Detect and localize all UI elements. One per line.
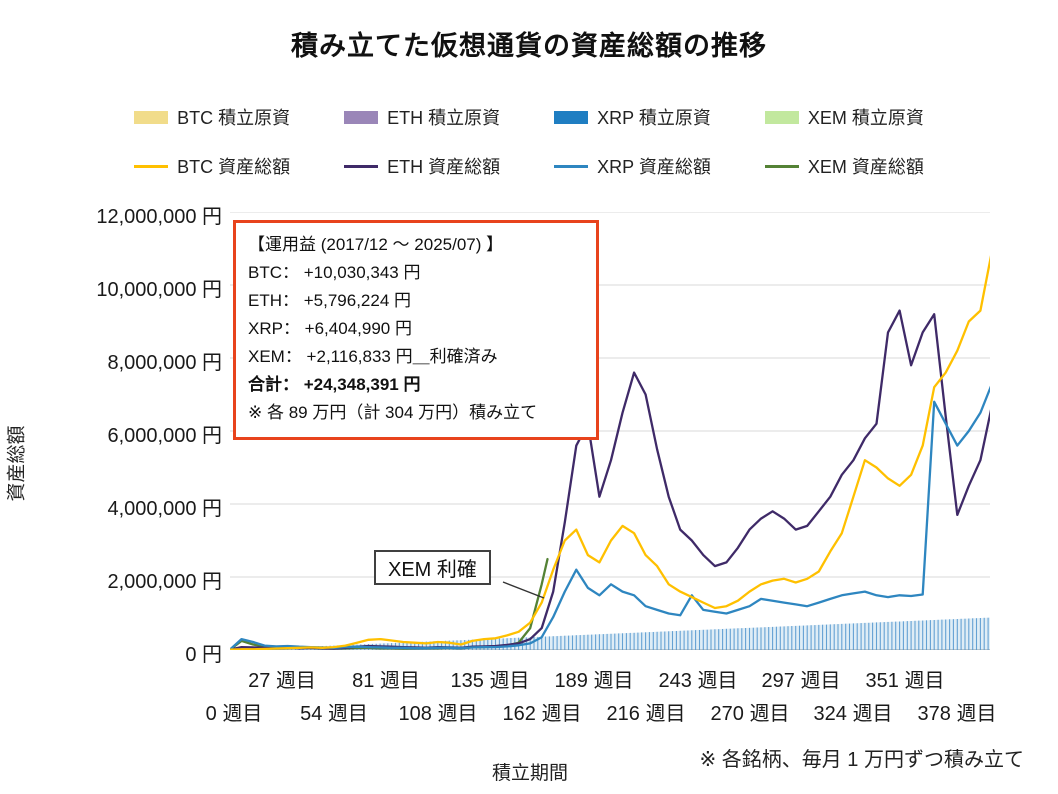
y-tick-0: 0 円 <box>185 644 222 666</box>
xrp-principal-swatch-icon <box>554 110 589 124</box>
x-tick-216: 216 週目 <box>606 703 686 725</box>
xrp-line-swatch-icon <box>554 164 589 168</box>
principal-area <box>230 617 992 650</box>
annotation-xem: XEM： +2,116,833 円＿利確済み <box>248 347 498 366</box>
callout-connector-line <box>502 581 545 599</box>
legend-label: ETH 資産総額 <box>387 157 501 177</box>
annotation-note: ※ 各 89 万円（計 304 万円）積み立て <box>248 403 538 422</box>
xem-callout-label: XEM 利確 <box>374 550 491 585</box>
x-tick-27: 27 週目 <box>248 670 316 692</box>
eth-principal-swatch-icon <box>344 110 379 124</box>
y-axis-title: 資産総額 <box>6 425 28 502</box>
legend-eth-value: ETH 資産総額 <box>344 153 500 179</box>
legend-row-value: BTC 資産総額 ETH 資産総額 XRP 資産総額 XEM 資産総額 <box>0 153 1058 179</box>
y-tick-2m: 2,000,000 円 <box>107 571 222 593</box>
x-tick-189: 189 週目 <box>554 670 634 692</box>
btc-line-swatch-icon <box>134 164 169 168</box>
x-tick-81: 81 週目 <box>352 670 420 692</box>
x-tick-0: 0 週目 <box>205 703 263 725</box>
y-tick-4m: 4,000,000 円 <box>107 498 222 520</box>
legend-label: ETH 積立原資 <box>387 108 501 128</box>
xem-principal-swatch-icon <box>764 110 799 124</box>
legend-xrp-principal: XRP 積立原資 <box>554 104 711 130</box>
x-tick-270: 270 週目 <box>710 703 790 725</box>
y-tick-10m: 10,000,000 円 <box>96 279 222 301</box>
annotation-btc: BTC： +10,030,343 円 <box>248 263 421 282</box>
monthly-investment-footnote: ※ 各銘柄、毎月 1 万円ずつ積み立て <box>699 749 1024 771</box>
btc-principal-swatch-icon <box>134 110 169 124</box>
page-title: 積み立てた仮想通貨の資産総額の推移 <box>291 31 767 61</box>
legend-eth-principal: ETH 積立原資 <box>344 104 500 130</box>
legend-btc-principal: BTC 積立原資 <box>134 104 290 130</box>
series-line-btc <box>228 250 994 651</box>
y-tick-8m: 8,000,000 円 <box>107 352 222 374</box>
y-tick-6m: 6,000,000 円 <box>107 425 222 447</box>
legend-label: BTC 積立原資 <box>177 108 291 128</box>
legend-label: XEM 資産総額 <box>807 157 924 177</box>
legend-btc-value: BTC 資産総額 <box>134 153 290 179</box>
series-line-xrp <box>228 382 994 651</box>
legend-label: BTC 資産総額 <box>177 157 291 177</box>
x-tick-54: 54 週目 <box>300 703 368 725</box>
x-axis-title: 積立期間 <box>491 763 568 784</box>
x-tick-324: 324 週目 <box>813 703 893 725</box>
x-tick-297: 297 週目 <box>761 670 841 692</box>
x-tick-351: 351 週目 <box>865 670 945 692</box>
annotation-eth: ETH： +5,796,224 円 <box>248 291 412 310</box>
legend-xem-value: XEM 資産総額 <box>764 153 924 179</box>
profit-annotation-box: 【運用益 (2017/12 ～ 2025/07) 】 BTC： +10,030,… <box>233 220 599 440</box>
annotation-xrp: XRP： +6,404,990 円 <box>248 319 412 338</box>
legend-label: XRP 資産総額 <box>597 157 711 177</box>
xem-line-swatch-icon <box>764 164 799 168</box>
legend-xrp-value: XRP 資産総額 <box>554 153 711 179</box>
eth-line-swatch-icon <box>344 164 379 168</box>
x-tick-162: 162 週目 <box>502 703 582 725</box>
x-tick-108: 108 週目 <box>398 703 478 725</box>
legend-label: XEM 積立原資 <box>807 108 924 128</box>
x-tick-135: 135 週目 <box>450 670 530 692</box>
x-tick-243: 243 週目 <box>658 670 738 692</box>
annotation-total: 合計： +24,348,391 円 <box>248 375 421 394</box>
x-tick-378: 378 週目 <box>917 703 997 725</box>
annotation-title: 【運用益 (2017/12 ～ 2025/07) 】 <box>248 235 504 254</box>
legend-label: XRP 積立原資 <box>597 108 711 128</box>
legend-row-principal: BTC 積立原資 ETH 積立原資 XRP 積立原資 XEM 積立原資 <box>0 104 1058 130</box>
legend-xem-principal: XEM 積立原資 <box>764 104 924 130</box>
y-tick-12m: 12,000,000 円 <box>96 206 222 228</box>
